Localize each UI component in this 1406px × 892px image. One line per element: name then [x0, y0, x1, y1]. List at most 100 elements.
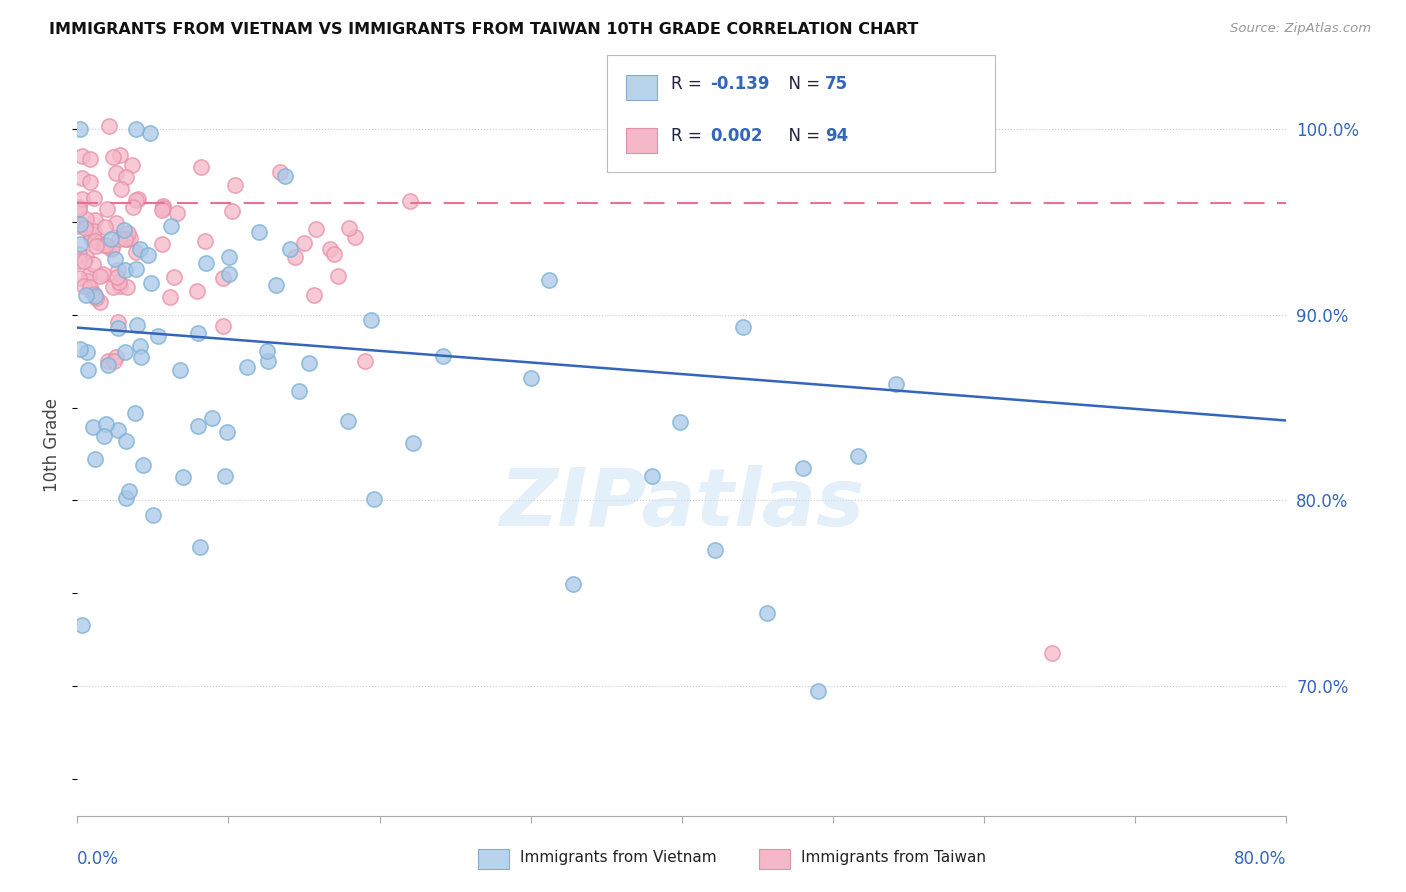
Point [91, 267, 114, 281]
Point [731, 319, 754, 334]
Point [94, 238, 117, 252]
Point [128, 243, 150, 257]
Point [212, 318, 235, 333]
Point [224, 178, 246, 192]
Point [304, 288, 326, 302]
Point [278, 242, 301, 256]
Point [67, 202, 90, 216]
Point [402, 436, 425, 450]
Point [83, 224, 105, 238]
Point [101, 150, 124, 164]
Point [187, 419, 209, 434]
Point [107, 320, 129, 334]
Point [846, 449, 869, 463]
Point [129, 350, 152, 364]
Point [284, 250, 307, 264]
Point [75, 250, 97, 264]
Point [70, 192, 93, 206]
Point [83, 212, 105, 227]
Point [792, 461, 814, 475]
Point [107, 423, 129, 437]
Text: Source: ZipAtlas.com: Source: ZipAtlas.com [1230, 22, 1371, 36]
Point [139, 276, 162, 290]
Point [218, 250, 240, 264]
Point [89, 295, 111, 310]
Point [69, 121, 91, 136]
Text: ZIPatlas: ZIPatlas [499, 465, 865, 543]
Point [264, 277, 287, 292]
Point [538, 273, 561, 287]
Point [79, 152, 101, 166]
Point [201, 410, 224, 425]
Point [83, 289, 105, 303]
Point [150, 203, 173, 218]
Point [172, 470, 194, 484]
Point [187, 326, 209, 341]
Point [152, 199, 174, 213]
Point [72, 618, 94, 632]
Point [75, 220, 97, 235]
Point [214, 469, 236, 483]
Point [807, 684, 830, 698]
Point [70, 149, 93, 163]
Point [298, 356, 321, 370]
Point [104, 216, 127, 230]
Point [318, 242, 340, 256]
Point [83, 191, 105, 205]
Point [344, 230, 367, 244]
Point [84, 291, 107, 305]
Point [110, 182, 132, 196]
Point [115, 232, 138, 246]
Point [124, 261, 146, 276]
Point [96, 202, 118, 216]
Point [79, 225, 101, 239]
Point [269, 164, 291, 178]
Point [169, 363, 191, 377]
Point [336, 414, 359, 428]
Point [131, 458, 153, 472]
Text: N =: N = [778, 75, 825, 93]
Point [105, 350, 128, 364]
Text: R =: R = [671, 128, 707, 145]
Point [641, 469, 664, 483]
Point [75, 287, 97, 301]
Point [212, 270, 235, 285]
Point [83, 234, 105, 248]
Point [101, 279, 124, 293]
Point [755, 606, 778, 620]
Point [159, 219, 181, 233]
Point [86, 239, 108, 253]
Point [76, 344, 98, 359]
Point [886, 377, 908, 392]
Point [190, 160, 212, 174]
Point [82, 257, 104, 271]
Point [236, 359, 259, 374]
Point [93, 429, 115, 443]
Point [163, 270, 186, 285]
Point [704, 542, 727, 557]
Point [186, 284, 208, 298]
Point [114, 232, 136, 246]
Point [121, 200, 143, 214]
Point [360, 313, 382, 327]
Point [288, 384, 311, 399]
Point [67, 247, 90, 261]
Point [72, 170, 94, 185]
Point [354, 354, 377, 368]
Point [104, 166, 127, 180]
Point [69, 343, 91, 357]
Point [221, 204, 243, 219]
Point [83, 287, 105, 301]
Point [67, 254, 90, 268]
Text: 94: 94 [825, 128, 849, 145]
Point [79, 268, 101, 282]
Point [80, 231, 103, 245]
Text: N =: N = [778, 128, 825, 145]
Point [73, 279, 96, 293]
Point [124, 406, 146, 420]
Point [73, 254, 96, 268]
Point [115, 434, 138, 449]
Point [117, 483, 139, 498]
Text: R =: R = [671, 75, 707, 93]
Text: 80.0%: 80.0% [1234, 849, 1286, 868]
